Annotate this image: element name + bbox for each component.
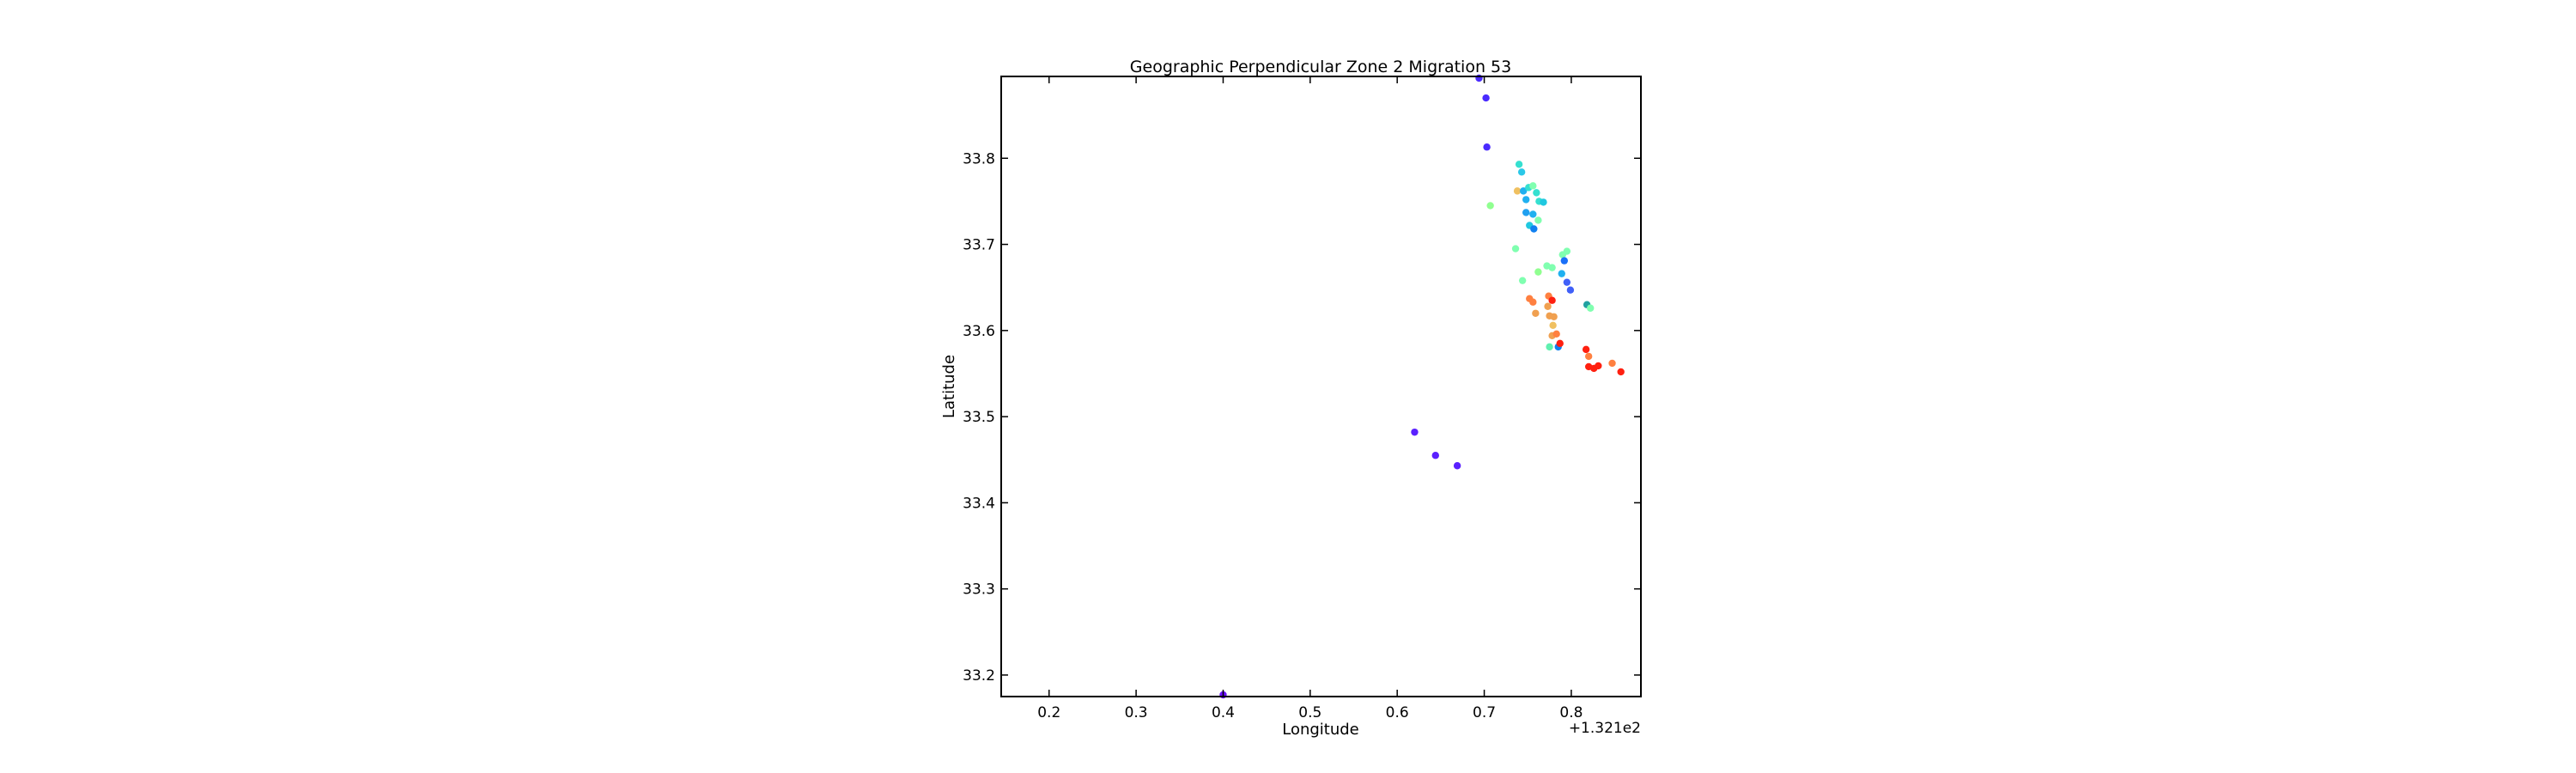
y-tick-label-3: 33.5 (963, 409, 995, 426)
data-point-43 (1546, 343, 1553, 351)
data-point-6 (1519, 187, 1528, 195)
data-point-46 (1582, 345, 1590, 354)
plot-frame (1000, 76, 1642, 697)
x-axis-ticks: 0.2 0.3 0.4 0.5 0.6 0.7 0.8 (1037, 76, 1583, 721)
data-point-29 (1566, 286, 1575, 294)
data-point-19 (1511, 245, 1520, 253)
data-point-33 (1529, 298, 1537, 306)
data-point-3 (1515, 161, 1523, 168)
data-point-39 (1550, 313, 1558, 320)
data-points (1219, 74, 1625, 699)
x-tick-label-1: 0.3 (1125, 704, 1148, 721)
x-tick-label-3: 0.5 (1298, 704, 1321, 721)
x-offset-label: +1.321e2 (1569, 720, 1641, 737)
y-tick-label-1: 33.3 (963, 581, 995, 599)
data-point-52 (1617, 368, 1625, 376)
y-tick-label-4: 33.6 (963, 323, 995, 340)
data-point-47 (1584, 352, 1593, 361)
data-point-4 (1517, 168, 1526, 176)
data-point-37 (1532, 309, 1540, 317)
data-point-34 (1544, 302, 1552, 310)
data-point-12 (1522, 196, 1530, 204)
y-tick-label-0: 33.2 (963, 667, 995, 685)
data-point-42 (1552, 330, 1560, 338)
data-point-18 (1530, 225, 1538, 233)
data-point-11 (1540, 198, 1547, 206)
data-point-21 (1558, 251, 1566, 259)
data-point-28 (1563, 278, 1571, 286)
data-point-36 (1587, 304, 1595, 312)
data-point-31 (1548, 296, 1556, 304)
x-tick-label-5: 0.7 (1473, 704, 1496, 721)
y-axis-label: Latitude (940, 355, 958, 418)
y-axis-ticks: 33.2 33.3 33.4 33.5 33.6 33.7 33.8 (963, 150, 1641, 685)
y-tick-label-5: 33.7 (963, 237, 995, 254)
data-point-40 (1549, 321, 1557, 330)
y-tick-label-6: 33.8 (963, 150, 995, 167)
data-point-1 (1482, 94, 1490, 102)
data-point-55 (1453, 462, 1461, 470)
data-point-45 (1556, 339, 1564, 348)
data-point-5 (1513, 187, 1522, 195)
data-point-48 (1608, 359, 1616, 368)
data-point-9 (1533, 189, 1540, 197)
data-point-16 (1534, 216, 1542, 224)
data-point-25 (1534, 268, 1542, 276)
data-point-2 (1483, 143, 1491, 151)
x-tick-label-2: 0.4 (1212, 704, 1235, 721)
y-tick-label-2: 33.4 (963, 495, 995, 512)
data-point-53 (1411, 428, 1419, 436)
data-point-8 (1529, 182, 1537, 190)
data-point-15 (1529, 210, 1537, 218)
data-point-51 (1595, 362, 1602, 370)
x-tick-label-0: 0.2 (1037, 704, 1060, 721)
data-point-13 (1486, 202, 1494, 210)
chart-title: Geographic Perpendicular Zone 2 Migratio… (1130, 58, 1511, 76)
data-point-27 (1518, 277, 1527, 284)
x-axis-label: Longitude (1282, 721, 1359, 739)
data-point-22 (1560, 257, 1569, 265)
data-point-54 (1431, 452, 1439, 460)
x-tick-label-6: 0.8 (1559, 704, 1583, 721)
data-point-14 (1522, 209, 1530, 216)
data-point-24 (1548, 264, 1556, 271)
data-point-26 (1558, 270, 1565, 277)
plot-area (1001, 76, 1641, 697)
x-tick-label-4: 0.6 (1386, 704, 1409, 721)
